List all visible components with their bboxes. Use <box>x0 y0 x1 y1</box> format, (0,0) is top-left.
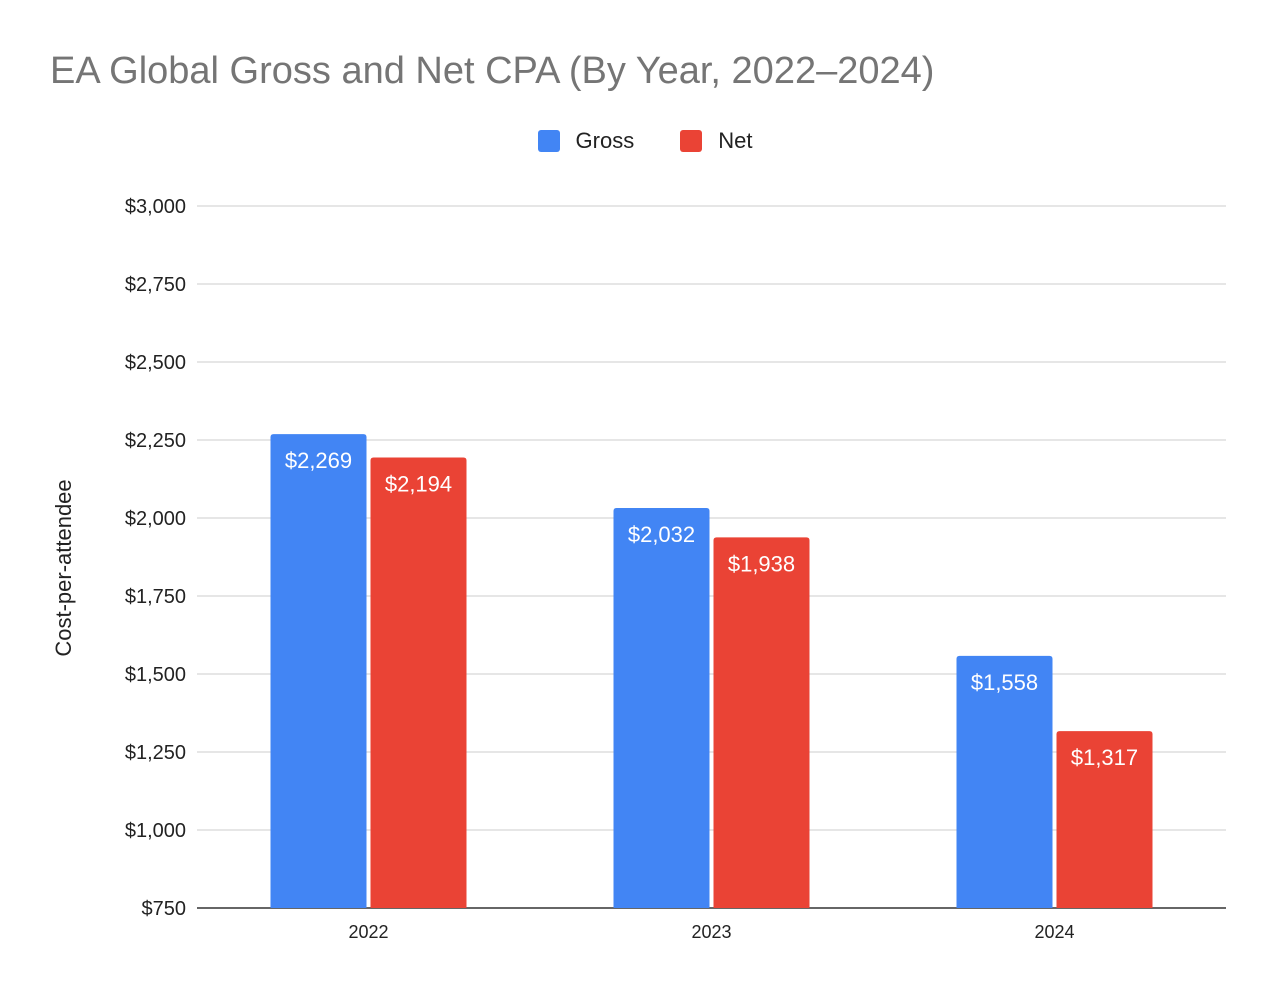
x-tick-label: 2024 <box>1034 922 1074 942</box>
bar-net-2022 <box>370 457 467 908</box>
data-label: $2,194 <box>385 471 452 496</box>
y-tick-label: $1,500 <box>125 664 186 686</box>
y-tick-label: $3,000 <box>125 196 186 218</box>
y-tick-label: $2,750 <box>125 274 186 296</box>
x-tick-label: 2023 <box>691 922 731 942</box>
chart-title: EA Global Gross and Net CPA (By Year, 20… <box>50 50 935 92</box>
data-label: $2,032 <box>628 522 695 547</box>
data-label: $1,938 <box>728 551 795 576</box>
data-label: $1,317 <box>1071 745 1138 770</box>
y-tick-label: $750 <box>142 898 187 920</box>
y-tick-label: $1,000 <box>125 820 186 842</box>
y-tick-label: $2,500 <box>125 352 186 374</box>
y-tick-label: $2,000 <box>125 508 186 530</box>
bar-gross-2023 <box>613 508 710 908</box>
legend-label-gross: Gross <box>575 128 635 153</box>
legend-swatch-net <box>680 130 703 152</box>
legend-swatch-gross <box>537 130 560 152</box>
y-tick-label: $2,250 <box>125 430 186 452</box>
legend: Gross Net <box>0 128 1276 154</box>
legend-label-net: Net <box>718 128 753 153</box>
data-label: $1,558 <box>971 670 1038 695</box>
legend-item-net[interactable]: Net <box>680 128 752 154</box>
legend-item-gross[interactable]: Gross <box>537 128 635 154</box>
bar-net-2024 <box>1056 731 1153 908</box>
bar-gross-2022 <box>270 434 367 908</box>
y-tick-label: $1,750 <box>125 586 186 608</box>
bar-gross-2024 <box>956 655 1053 908</box>
bar-net-2023 <box>713 537 810 908</box>
x-tick-label: 2022 <box>348 922 388 942</box>
y-tick-label: $1,250 <box>125 742 186 764</box>
data-label: $2,269 <box>285 448 352 473</box>
